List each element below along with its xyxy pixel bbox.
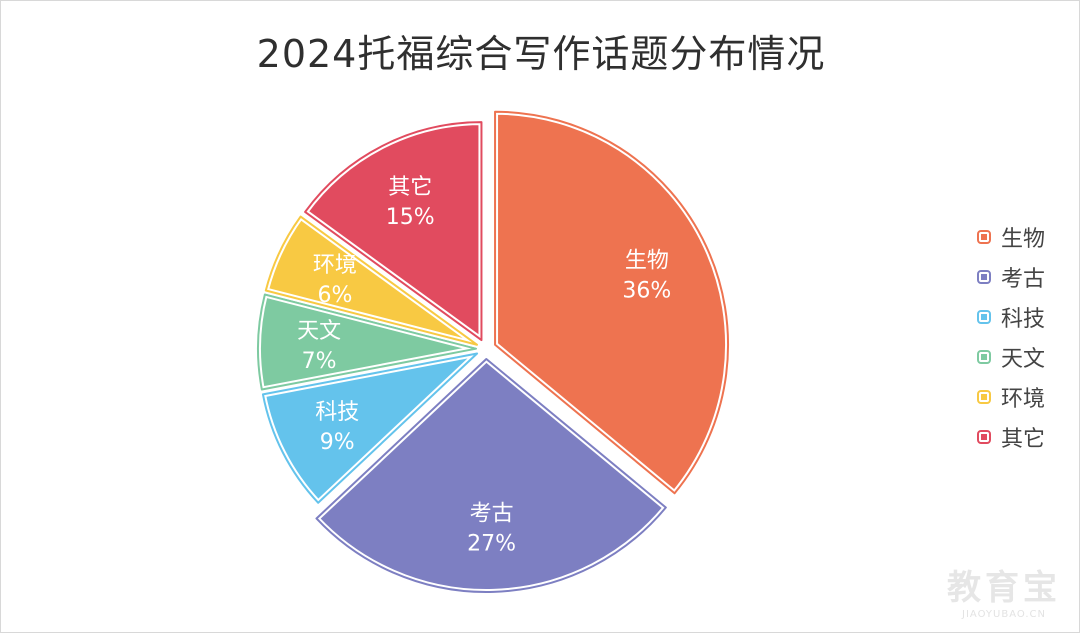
pie-slice-outline — [315, 357, 667, 593]
legend-label: 天文 — [1001, 347, 1046, 372]
pie-slice-outline — [494, 110, 730, 495]
pie-slice-outline — [261, 352, 479, 504]
pie-slice-outline — [257, 293, 478, 391]
legend-item[interactable]: 考古 — [977, 257, 1046, 297]
pie-slice-labels: 生物 36% 考古 27% 科技 9% 天文 7% 环境 6% 其它 15% — [297, 175, 671, 556]
slice-value-label: 7% — [302, 349, 337, 374]
watermark-text: 教育宝 — [947, 568, 1061, 608]
legend-swatch — [977, 230, 991, 244]
slice-category-label: 环境 — [313, 253, 357, 278]
legend-label: 科技 — [1001, 307, 1046, 332]
slice-category-label: 科技 — [315, 400, 359, 425]
legend-item[interactable]: 生物 — [977, 217, 1046, 257]
pie-slice-outline — [304, 121, 483, 342]
legend-item[interactable]: 科技 — [977, 297, 1046, 337]
legend-label: 其它 — [1001, 427, 1046, 452]
slice-category-label: 其它 — [388, 175, 432, 200]
chart-title: 2024托福综合写作话题分布情况 — [256, 32, 826, 76]
legend-swatch — [977, 390, 991, 404]
legend-item[interactable]: 环境 — [977, 377, 1046, 417]
slice-value-label: 36% — [622, 278, 671, 303]
legend-swatch — [977, 310, 991, 324]
slice-category-label: 考古 — [470, 502, 514, 527]
slice-value-label: 27% — [467, 532, 516, 557]
slice-value-label: 9% — [320, 430, 355, 455]
watermark-logo: 教育宝 JIAOYUBAO.CN — [947, 560, 1061, 620]
legend-swatch — [977, 430, 991, 444]
legend-item[interactable]: 天文 — [977, 337, 1046, 377]
slice-value-label: 6% — [317, 283, 352, 308]
pie-slices — [255, 108, 732, 595]
legend-label: 生物 — [1001, 227, 1046, 252]
slice-category-label: 生物 — [625, 248, 669, 273]
slice-category-label: 天文 — [297, 319, 341, 344]
pie-slice-outline — [264, 215, 478, 346]
watermark-subtext: JIAOYUBAO.CN — [962, 609, 1046, 620]
legend-label: 环境 — [1001, 387, 1046, 412]
legend-label: 考古 — [1001, 267, 1046, 292]
legend-swatch — [977, 350, 991, 364]
legend-swatch — [977, 270, 991, 284]
chart-legend: 生物考古科技天文环境其它 — [977, 217, 1046, 457]
legend-item[interactable]: 其它 — [977, 417, 1046, 457]
slice-value-label: 15% — [386, 205, 435, 230]
